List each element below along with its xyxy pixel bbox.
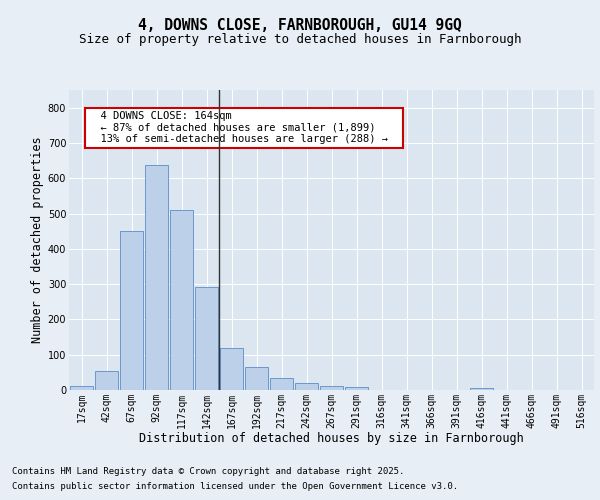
Y-axis label: Number of detached properties: Number of detached properties [31,136,44,344]
Bar [170,210,193,390]
Text: Size of property relative to detached houses in Farnborough: Size of property relative to detached ho… [79,32,521,46]
Bar [320,386,343,390]
X-axis label: Distribution of detached houses by size in Farnborough: Distribution of detached houses by size … [139,432,524,445]
Text: Contains HM Land Registry data © Crown copyright and database right 2025.: Contains HM Land Registry data © Crown c… [12,467,404,476]
Bar [220,348,243,390]
Bar [120,231,143,390]
Bar [270,378,293,390]
Bar [95,370,118,390]
Text: Contains public sector information licensed under the Open Government Licence v3: Contains public sector information licen… [12,482,458,491]
Text: 4 DOWNS CLOSE: 164sqm  
  ← 87% of detached houses are smaller (1,899)  
  13% o: 4 DOWNS CLOSE: 164sqm ← 87% of detached … [88,111,400,144]
Bar [295,383,318,390]
Bar [345,387,368,390]
Bar [470,388,493,390]
Bar [145,165,168,390]
Bar [70,386,93,390]
Text: 4, DOWNS CLOSE, FARNBOROUGH, GU14 9GQ: 4, DOWNS CLOSE, FARNBOROUGH, GU14 9GQ [138,18,462,32]
Bar [245,367,268,390]
Bar [195,286,218,390]
